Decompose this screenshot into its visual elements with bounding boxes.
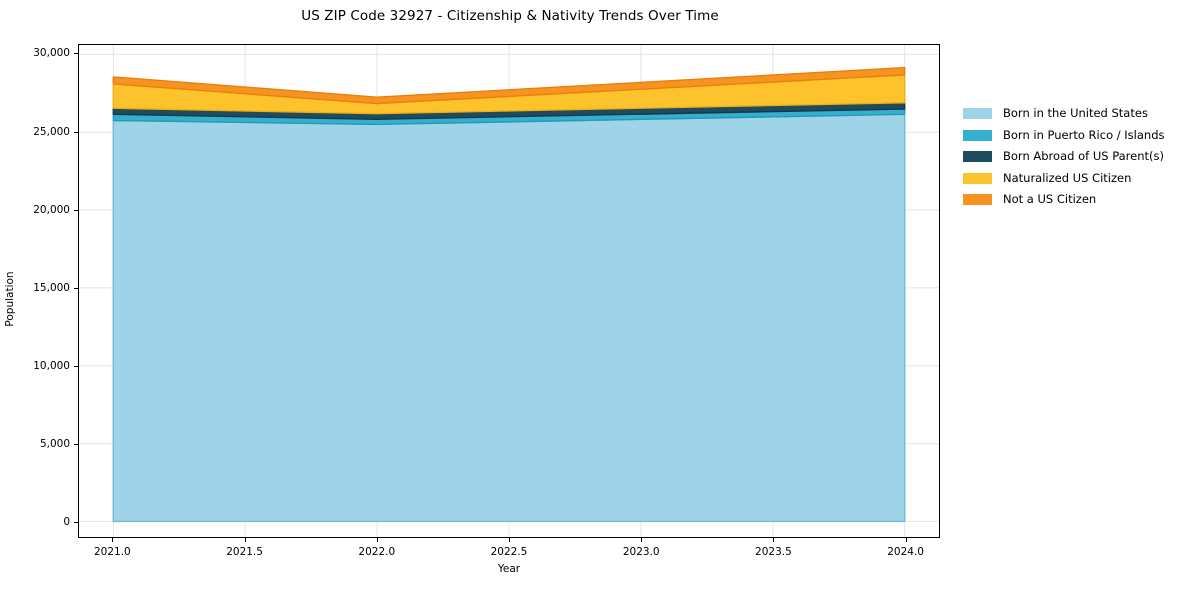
legend-item-4[interactable]: Not a US Citizen	[963, 189, 1165, 211]
y-axis-tick-label: 10,000	[33, 360, 70, 373]
x-axis-tick-label: 2021.5	[226, 546, 263, 558]
legend-item-1[interactable]: Born in Puerto Rico / Islands	[963, 125, 1165, 147]
x-axis-tick-mark	[376, 538, 378, 542]
y-axis-tick-mark	[74, 131, 78, 133]
x-axis-tick-label: 2022.5	[490, 546, 528, 558]
x-axis-tick-label: 2022.0	[358, 546, 396, 558]
y-axis-tick-mark	[74, 209, 78, 211]
x-axis-tick-mark	[244, 538, 246, 542]
y-axis-tick-mark	[74, 366, 78, 368]
legend-swatch-icon	[963, 129, 992, 141]
x-axis-tick-mark	[509, 538, 510, 542]
x-axis-tick-mark	[641, 538, 643, 542]
y-axis-tick-label: 0	[63, 516, 70, 529]
legend-item-label: Born Abroad of US Parent(s)	[1003, 149, 1164, 163]
legend-item-0[interactable]: Born in the United States	[963, 103, 1165, 125]
x-axis-tick-label: 2024.0	[887, 546, 924, 558]
x-axis-tick-mark	[773, 538, 775, 542]
x-axis-tick-label: 2023.0	[622, 546, 660, 558]
legend-item-label: Born in Puerto Rico / Islands	[1003, 127, 1165, 142]
stacked-area-series	[112, 66, 906, 523]
x-axis-tick-label: 2021.0	[93, 546, 131, 558]
y-axis-tick-label: 5,000	[39, 438, 70, 451]
x-axis-label: Year	[497, 563, 521, 575]
legend-item-label: Naturalized US Citizen	[1003, 170, 1132, 185]
legend-item-2[interactable]: Born Abroad of US Parent(s)	[963, 146, 1165, 168]
legend-item-3[interactable]: Naturalized US Citizen	[963, 168, 1165, 190]
y-axis-tick-label: 20,000	[33, 203, 70, 216]
y-axis-label: Population	[4, 271, 16, 327]
legend-item-label: Not a US Citizen	[1003, 192, 1097, 206]
chart-title: US ZIP Code 32927 - Citizenship & Nativi…	[301, 8, 719, 24]
x-axis-tick-label: 2023.5	[755, 546, 792, 558]
chart-legend: Born in the United States Born in Puerto …	[963, 103, 1165, 211]
legend-swatch-icon	[963, 151, 992, 163]
area-band	[112, 66, 906, 105]
x-axis-tick-mark	[905, 538, 907, 542]
legend-swatch-icon	[963, 194, 992, 206]
y-axis-tick-mark	[74, 444, 78, 446]
legend-swatch-icon	[963, 108, 992, 120]
x-axis-tick-mark	[112, 538, 114, 542]
area-band	[112, 113, 906, 523]
y-axis-tick-mark	[74, 53, 78, 55]
y-axis-tick-label: 25,000	[33, 125, 70, 138]
y-axis-tick-mark	[74, 522, 78, 524]
y-axis-tick-label: 15,000	[33, 281, 70, 294]
plot-area	[78, 44, 940, 538]
y-axis-tick-mark	[74, 287, 78, 289]
legend-swatch-icon	[963, 172, 992, 184]
legend-item-label: Born in the United States	[1003, 106, 1148, 120]
y-axis-tick-label: 30,000	[33, 47, 70, 60]
